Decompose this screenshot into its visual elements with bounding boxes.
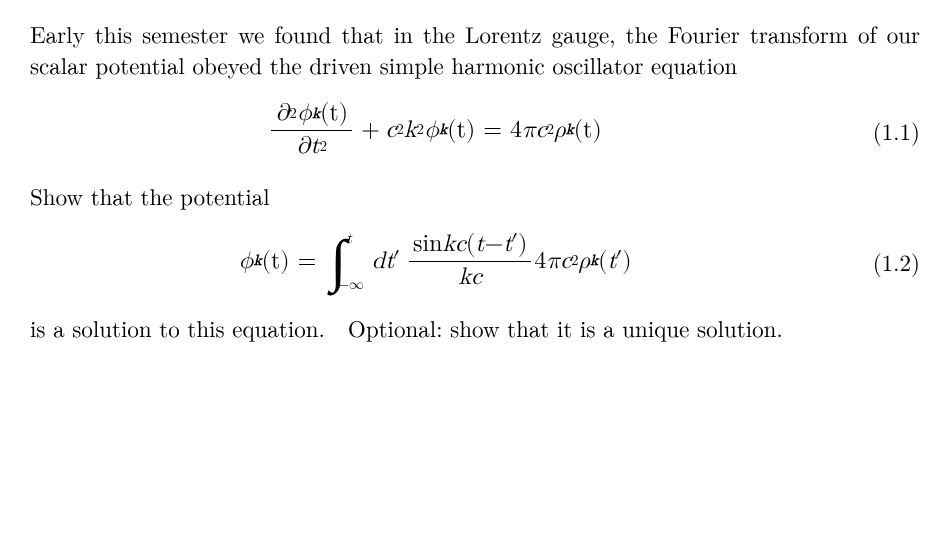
- eq1-sup-2e: 2: [547, 120, 554, 140]
- eq2-prime-2: ′: [511, 231, 518, 259]
- eq1-argt-2: (t): [447, 114, 475, 146]
- eq1-ksub-1: k: [312, 105, 320, 122]
- eq1-ksub-2: k: [439, 120, 447, 140]
- eq2-minus: −: [485, 231, 504, 259]
- eq2-ksub-1: k: [254, 251, 262, 271]
- eq1-frac-bar: [271, 130, 352, 131]
- eq2-lpar: (: [466, 231, 475, 259]
- eq2-c: c: [560, 245, 571, 277]
- eq2-ksub-2: k: [590, 251, 598, 271]
- eq1-plus: +: [361, 114, 380, 146]
- eq2-equals: =: [298, 245, 317, 277]
- eq1-partial-t: ∂t: [296, 133, 319, 161]
- eq2-kc-1: kc: [443, 231, 466, 259]
- eq1-sup-2d: 2: [417, 120, 424, 140]
- paragraph-1: Early this semester we found that in the…: [30, 18, 920, 80]
- equation-1-body: ∂2ϕk(t) ∂t2 + c2k2ϕk(t) = 4πc2ρk(t): [30, 100, 840, 160]
- eq1-ksub-3: k: [566, 120, 574, 140]
- eq2-four: 4: [534, 245, 546, 277]
- paragraph-2: Show that the potential: [30, 180, 920, 211]
- eq1-k: k: [404, 114, 417, 146]
- equation-1: ∂2ϕk(t) ∂t2 + c2k2ϕk(t) = 4πc2ρk(t) (1.1…: [30, 100, 920, 160]
- eq1-frac-num: ∂2ϕk(t): [271, 100, 352, 128]
- eq1-sup-2b: 2: [320, 138, 327, 155]
- eq2-frac-bar: [409, 261, 531, 262]
- equation-1-number: (1.1): [840, 115, 920, 146]
- integral-upper: t: [346, 229, 352, 249]
- eq1-c-2: c: [536, 114, 547, 146]
- eq2-argclose: ): [622, 245, 631, 277]
- eq1-phi-1: ϕ: [297, 100, 312, 128]
- eq1-pi: π: [522, 114, 536, 146]
- eq1-c-1: c: [386, 114, 397, 146]
- eq2-fraction: sin kc(t − t′) kc: [409, 231, 531, 291]
- eq1-argt-3: (t): [574, 114, 602, 146]
- eq1-sup-2c: 2: [396, 120, 403, 140]
- eq1-argt-1: (t): [320, 100, 348, 128]
- eq2-frac-num: sin kc(t − t′): [409, 231, 531, 259]
- paragraph-3: is a solution to this equation. Optional…: [30, 312, 920, 343]
- eq2-frac-den: kc: [455, 264, 486, 292]
- equation-2-math: ϕk(t) = ∫ t −∞ dt′ sin kc(t − t′) kc: [238, 231, 631, 291]
- equation-1-math: ∂2ϕk(t) ∂t2 + c2k2ϕk(t) = 4πc2ρk(t): [268, 100, 601, 160]
- equation-2: ϕk(t) = ∫ t −∞ dt′ sin kc(t − t′) kc: [30, 231, 920, 291]
- equation-2-body: ϕk(t) = ∫ t −∞ dt′ sin kc(t − t′) kc: [30, 231, 840, 291]
- eq1-fraction: ∂2ϕk(t) ∂t2: [271, 100, 352, 160]
- eq2-t: t: [475, 231, 484, 259]
- eq1-four: 4: [510, 114, 522, 146]
- eq2-kc-2: kc: [459, 264, 482, 292]
- eq2-argt: (t): [262, 245, 290, 277]
- integral-limits: t −∞: [343, 231, 364, 291]
- eq1-sup-2a: 2: [289, 105, 296, 122]
- eq2-sin: sin: [413, 231, 442, 259]
- eq2-argopen: (: [598, 245, 607, 277]
- eq1-equals: =: [483, 114, 502, 146]
- eq2-sup-2: 2: [571, 251, 578, 271]
- eq2-rho: ρ: [579, 245, 591, 277]
- eq2-prime-1: ′: [393, 245, 400, 277]
- equation-2-number: (1.2): [840, 246, 920, 277]
- eq2-prime-3: ′: [615, 245, 622, 277]
- eq1-partial-1: ∂: [275, 100, 289, 128]
- integral-lower: −∞: [337, 275, 364, 295]
- eq2-dt: dt: [372, 245, 395, 277]
- eq2-phi: ϕ: [238, 245, 253, 277]
- eq1-rho: ρ: [554, 114, 566, 146]
- eq2-pi: π: [546, 245, 560, 277]
- eq2-integral: ∫ t −∞: [330, 231, 364, 291]
- eq1-phi-2: ϕ: [424, 114, 439, 146]
- eq1-frac-den: ∂t2: [292, 133, 331, 161]
- eq2-rpar: ): [518, 231, 527, 259]
